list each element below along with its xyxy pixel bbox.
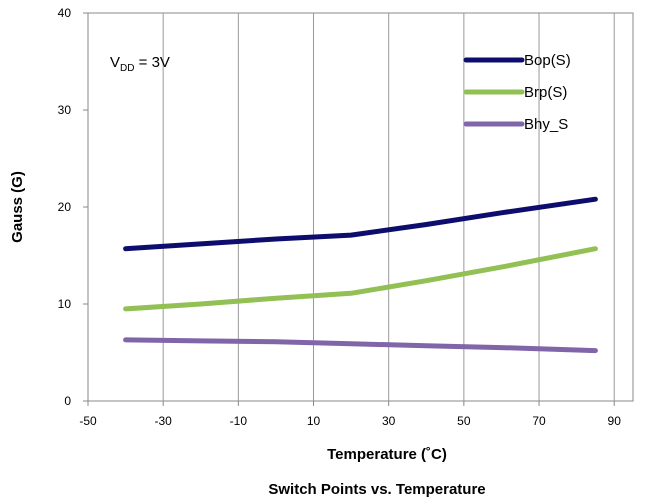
series-line xyxy=(123,337,598,354)
x-tick-label: -50 xyxy=(79,414,97,428)
x-tick-label: 30 xyxy=(382,414,396,428)
x-tick-label: 10 xyxy=(307,414,321,428)
x-tick-label: 70 xyxy=(532,414,546,428)
y-tick-label: 0 xyxy=(64,394,71,408)
series-line xyxy=(123,196,598,252)
vdd-annotation: VDD = 3V xyxy=(110,54,170,74)
legend: Bop(S) Brp(S) Bhy_S xyxy=(463,52,571,133)
y-tick-label: 30 xyxy=(58,103,72,117)
y-tick-label: 40 xyxy=(58,6,72,20)
x-tick-label: -30 xyxy=(155,414,173,428)
vdd-rest: = 3V xyxy=(134,54,169,71)
y-tick-labels: 0 10 20 30 40 xyxy=(58,6,72,408)
series-lines xyxy=(123,196,598,354)
vdd-main: V xyxy=(110,54,120,71)
y-axis-title: Gauss (G) xyxy=(9,171,26,243)
legend-label: Brp(S) xyxy=(524,84,567,101)
y-tick-label: 10 xyxy=(58,297,72,311)
x-tick-label: 90 xyxy=(608,414,622,428)
chart-caption: Switch Points vs. Temperature xyxy=(268,481,485,498)
x-tick-label: -10 xyxy=(230,414,248,428)
legend-label: Bop(S) xyxy=(524,52,571,69)
y-tick-label: 20 xyxy=(58,200,72,214)
x-tick-label: 50 xyxy=(457,414,471,428)
x-tick-labels: -50 -30 -10 10 30 50 70 90 xyxy=(79,414,621,428)
vdd-subscript: DD xyxy=(120,63,134,74)
legend-label: Bhy_S xyxy=(524,116,568,133)
x-axis-title: Temperature (˚C) xyxy=(327,446,447,463)
series-line xyxy=(123,246,598,312)
